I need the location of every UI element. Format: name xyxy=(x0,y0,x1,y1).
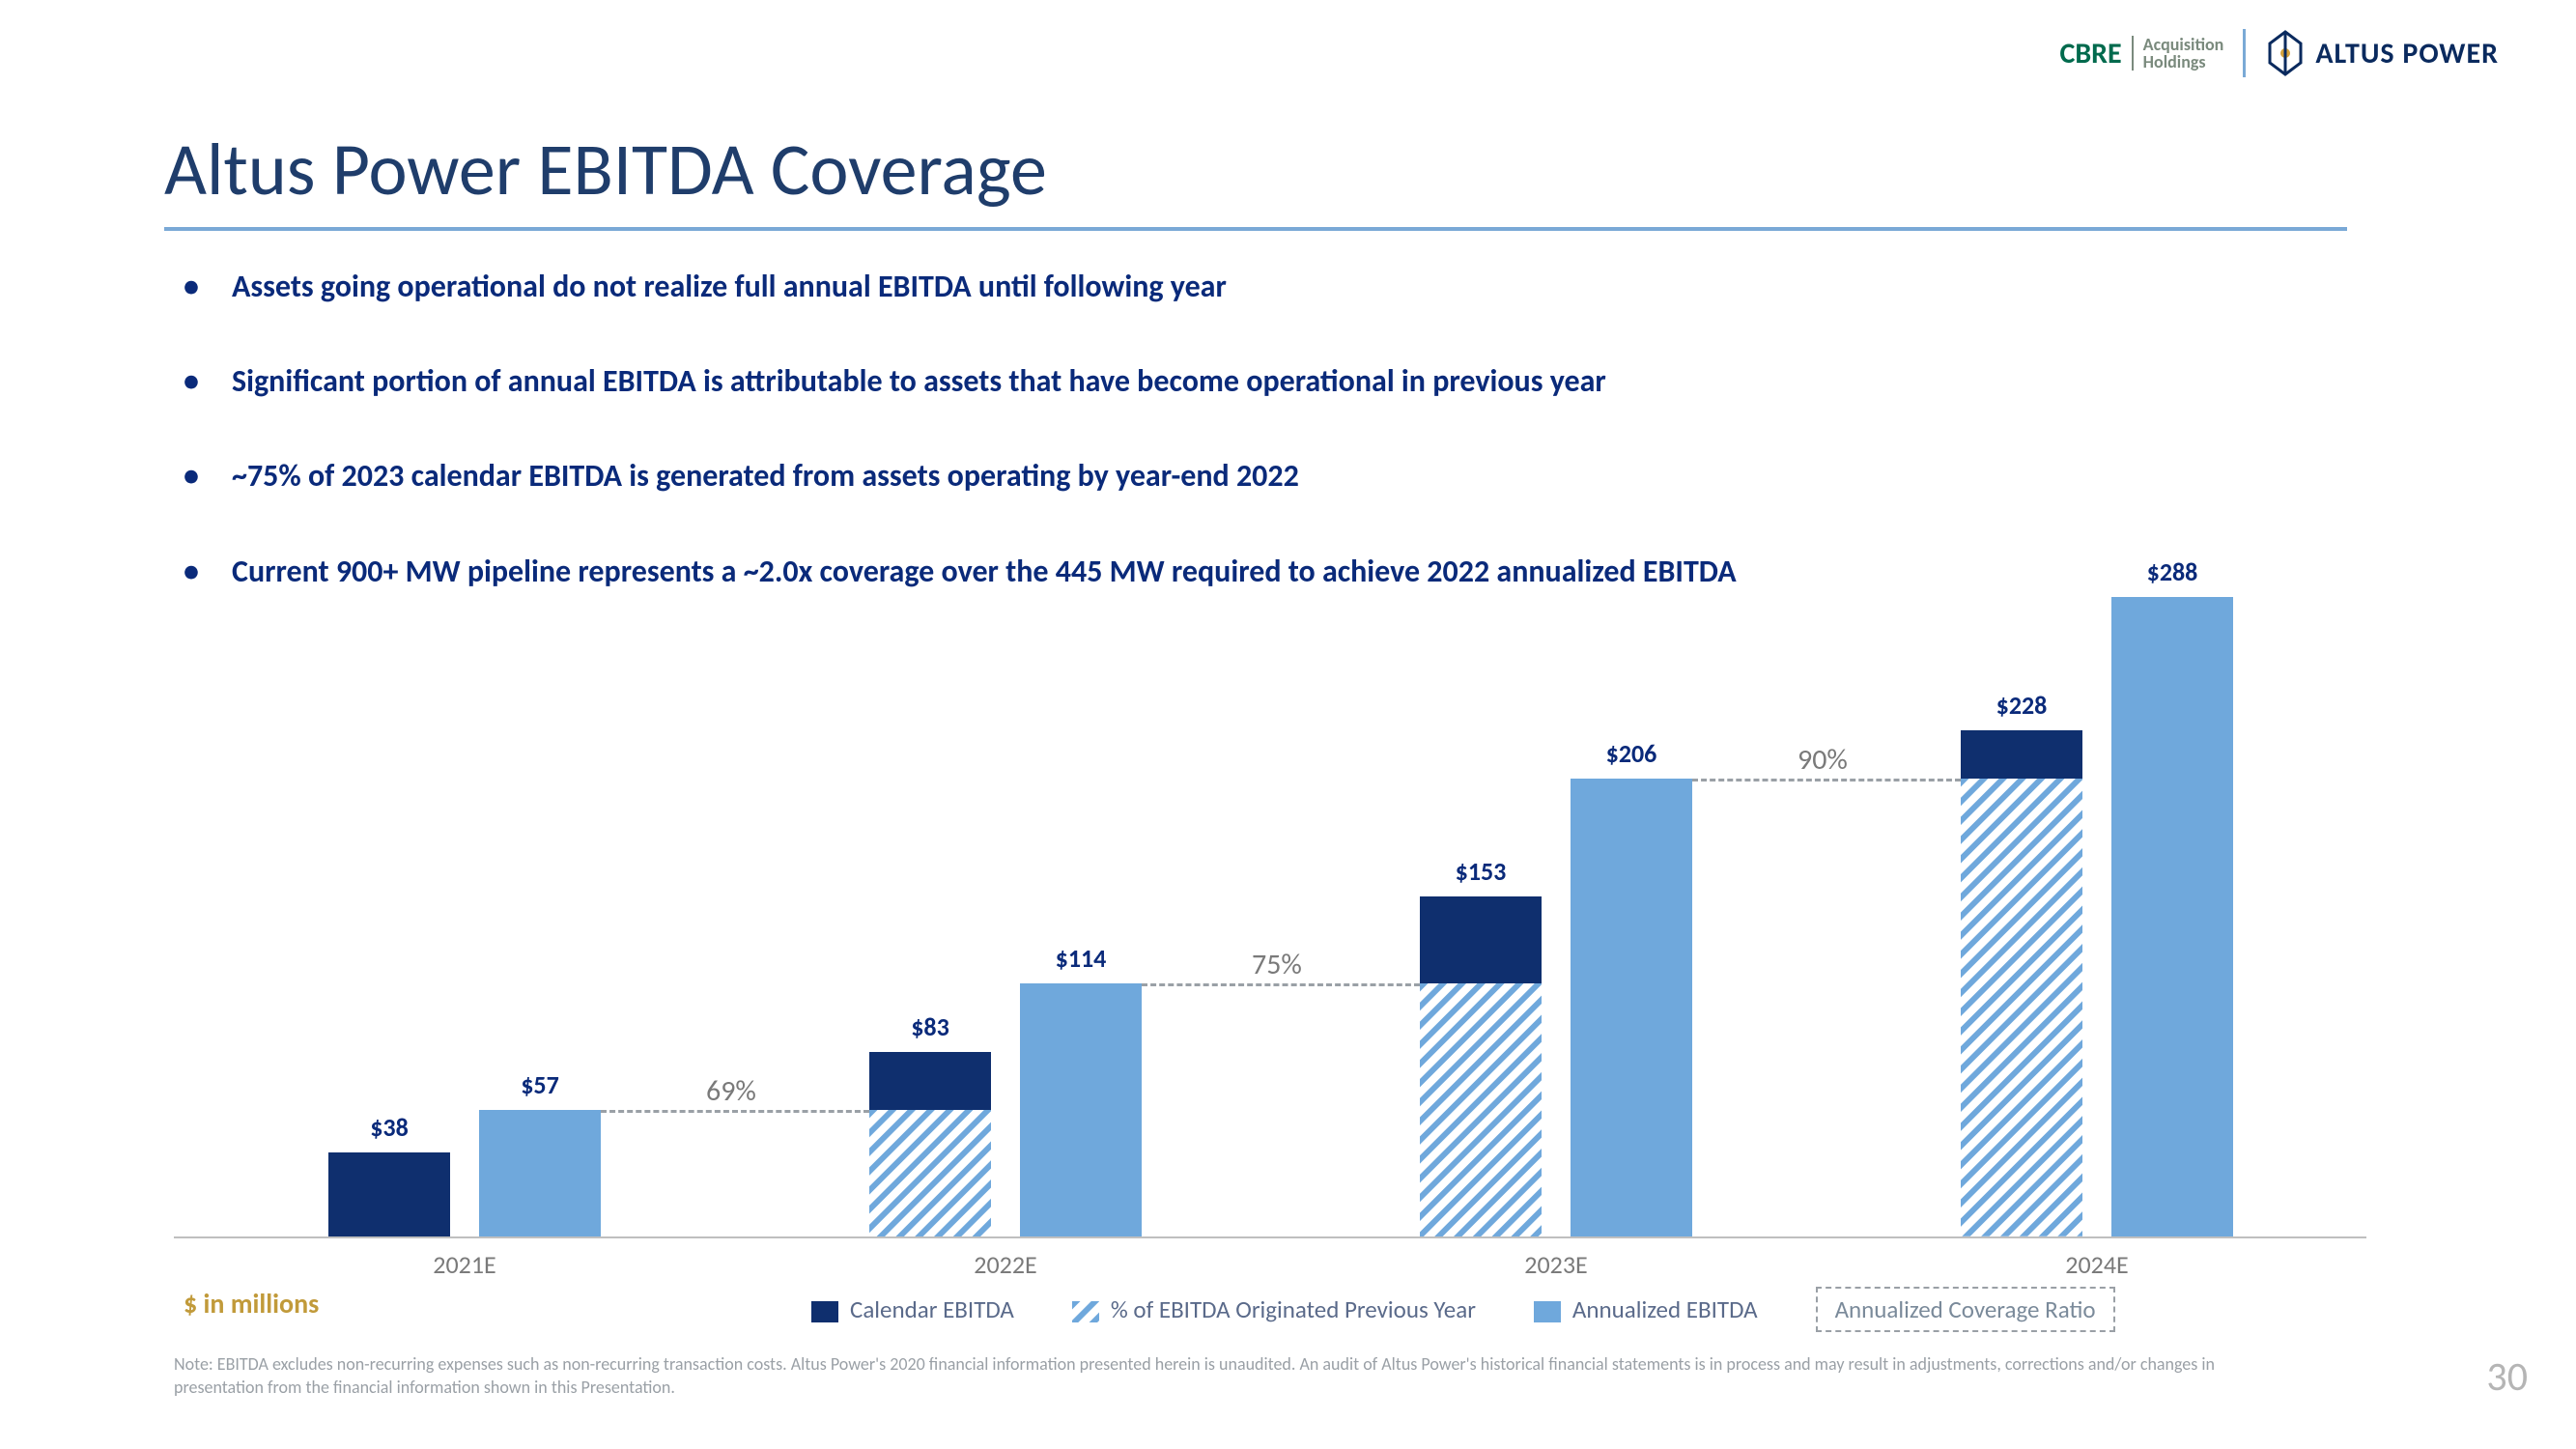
coverage-ratio-label: 75% xyxy=(1252,947,1302,982)
altus-text: ALTUS POWER xyxy=(2315,36,2499,71)
cbre-sub2: Holdings xyxy=(2143,51,2206,72)
annualized-value-label: $57 xyxy=(521,1069,559,1100)
title-underline xyxy=(164,227,2347,231)
annualized-bar xyxy=(1020,983,1142,1236)
legend-calendar-label: Calendar EBITDA xyxy=(850,1294,1014,1324)
calendar-bar-wrapper: $228 xyxy=(1961,690,2082,1236)
annualized-bar xyxy=(2111,597,2233,1236)
logo-divider xyxy=(2243,29,2246,77)
calendar-bar-wrapper: $38 xyxy=(328,1112,450,1236)
footnote: Note: EBITDA excludes non-recurring expe… xyxy=(174,1352,2250,1400)
legend-annualized-label: Annualized EBITDA xyxy=(1572,1294,1758,1324)
calendar-bar xyxy=(869,1052,991,1236)
calendar-bar xyxy=(1420,896,1542,1236)
chart-baseline xyxy=(174,1236,2366,1238)
swatch-prev xyxy=(1072,1301,1099,1322)
swatch-annualized xyxy=(1534,1301,1561,1322)
unit-label: $ in millions xyxy=(184,1287,319,1321)
bar-group: $38 $57 xyxy=(328,1069,601,1236)
calendar-current-segment xyxy=(328,1152,450,1236)
x-axis-label: 2021E xyxy=(328,1249,601,1280)
calendar-prev-year-segment xyxy=(1420,983,1542,1236)
calendar-current-segment xyxy=(1961,730,2082,780)
coverage-ratio-label: 90% xyxy=(1798,742,1848,778)
calendar-prev-year-segment xyxy=(1961,779,2082,1236)
coverage-dash-line xyxy=(1142,983,1420,986)
legend: Calendar EBITDA % of EBITDA Originated P… xyxy=(811,1287,2115,1332)
bullet-item: ~75% of 2023 calendar EBITDA is generate… xyxy=(232,455,2067,497)
annualized-bar-wrapper: $288 xyxy=(2111,556,2233,1236)
legend-calendar: Calendar EBITDA xyxy=(811,1294,1014,1324)
x-axis-label: 2023E xyxy=(1420,1249,1692,1280)
bar-group: $153 $206 xyxy=(1420,738,1692,1236)
altus-logo: ALTUS POWER xyxy=(2265,30,2499,76)
logo-row: CBRE Acquisition Holdings ALTUS POWER xyxy=(2059,29,2499,77)
calendar-bar xyxy=(1961,730,2082,1236)
calendar-value-label: $83 xyxy=(911,1011,949,1042)
bar-group: $228 $288 xyxy=(1961,556,2233,1236)
calendar-value-label: $153 xyxy=(1456,856,1507,887)
x-axis-label: 2024E xyxy=(1961,1249,2233,1280)
annualized-bar xyxy=(1571,779,1692,1236)
calendar-bar-wrapper: $83 xyxy=(869,1011,991,1236)
page-number: 30 xyxy=(2486,1352,2528,1402)
coverage-dash-line xyxy=(601,1110,869,1113)
cbre-text: CBRE xyxy=(2059,36,2121,71)
annualized-bar-wrapper: $206 xyxy=(1571,738,1692,1236)
annualized-bar-wrapper: $114 xyxy=(1020,943,1142,1236)
cbre-logo: CBRE Acquisition Holdings xyxy=(2059,36,2223,71)
bullet-item: Assets going operational do not realize … xyxy=(232,266,2067,307)
coverage-dash-line xyxy=(1692,779,1961,781)
altus-icon xyxy=(2265,30,2306,76)
calendar-bar xyxy=(328,1152,450,1236)
annualized-value-label: $114 xyxy=(1056,943,1107,974)
legend-ratio: Annualized Coverage Ratio xyxy=(1816,1287,2115,1332)
bullet-item: Significant portion of annual EBITDA is … xyxy=(232,360,2067,402)
legend-prev: % of EBITDA Originated Previous Year xyxy=(1072,1294,1476,1324)
calendar-current-segment xyxy=(869,1052,991,1110)
calendar-value-label: $38 xyxy=(370,1112,409,1143)
bar-group: $83 $114 xyxy=(869,943,1142,1236)
calendar-value-label: $228 xyxy=(1996,690,2048,721)
coverage-ratio-label: 69% xyxy=(706,1073,756,1109)
annualized-value-label: $206 xyxy=(1606,738,1657,769)
legend-annualized: Annualized EBITDA xyxy=(1534,1294,1758,1324)
annualized-value-label: $288 xyxy=(2147,556,2198,587)
annualized-bar-wrapper: $57 xyxy=(479,1069,601,1236)
calendar-current-segment xyxy=(1420,896,1542,983)
swatch-calendar xyxy=(811,1301,838,1322)
x-axis-label: 2022E xyxy=(869,1249,1142,1280)
annualized-bar xyxy=(479,1110,601,1236)
ebitda-chart: $38$572021E$83$1142022E$153$2062023E$228… xyxy=(174,570,2366,1265)
calendar-bar-wrapper: $153 xyxy=(1420,856,1542,1236)
calendar-prev-year-segment xyxy=(869,1110,991,1236)
cbre-sub: Acquisition Holdings xyxy=(2132,36,2224,71)
page-title: Altus Power EBITDA Coverage xyxy=(164,126,1047,214)
legend-prev-label: % of EBITDA Originated Previous Year xyxy=(1111,1294,1476,1324)
